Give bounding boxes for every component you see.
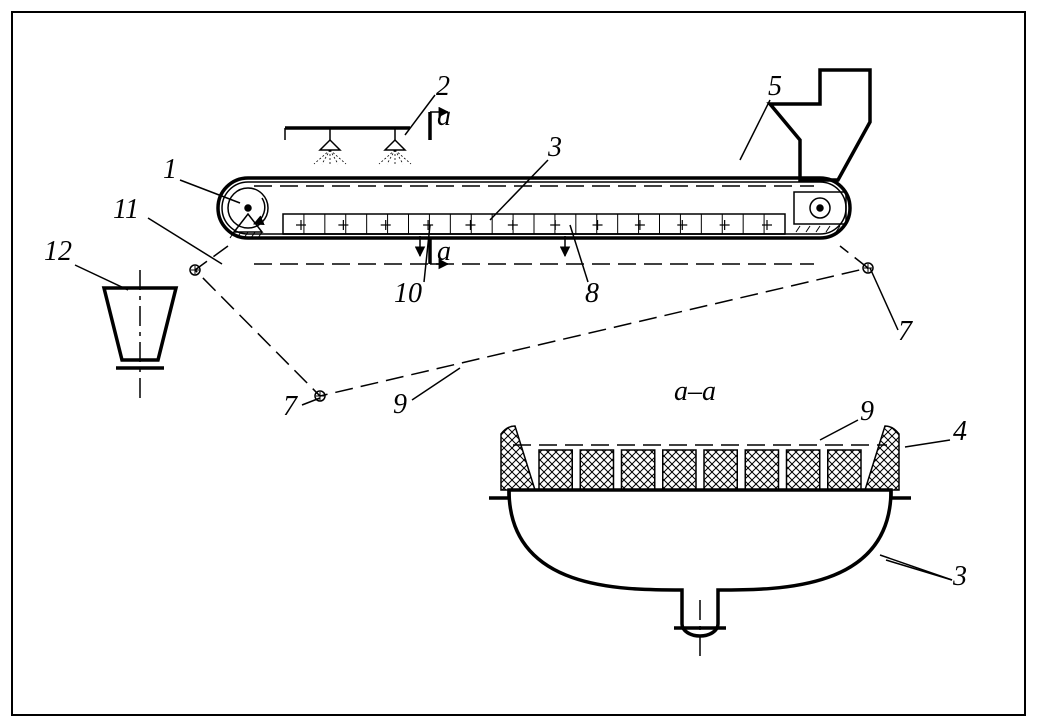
- leader-section-3: [886, 560, 952, 580]
- label-l12: 12: [44, 236, 72, 267]
- leader-l4: [905, 440, 950, 447]
- label-section-3: 3: [952, 561, 967, 592]
- label-l3: 3: [547, 132, 562, 163]
- filter-block: [787, 450, 820, 490]
- diagram-canvas: 1234577899101112aaa–a3: [0, 0, 1037, 727]
- label-l9b: 9: [860, 396, 874, 427]
- side-wall: [501, 426, 535, 490]
- leader-l7a: [870, 268, 898, 330]
- label-l10: 10: [394, 278, 422, 309]
- label-aUpper: a: [437, 101, 451, 132]
- side-wall: [865, 426, 899, 490]
- main-view: [104, 70, 873, 401]
- filter-block: [704, 450, 737, 490]
- label-l7b: 7: [283, 391, 298, 422]
- filter-block: [539, 450, 572, 490]
- filter-block: [828, 450, 861, 490]
- label-l2: 2: [436, 71, 450, 102]
- pan-flange: [489, 490, 911, 498]
- spray-nozzle: [320, 140, 340, 150]
- filter-block: [663, 450, 696, 490]
- leader-l9b: [820, 420, 858, 440]
- callout-labels: 1234577899101112aaa–a3: [44, 71, 967, 592]
- spray-nozzle: [385, 140, 405, 150]
- filter-block: [745, 450, 778, 490]
- label-aLower: a: [437, 236, 451, 267]
- leader-l3: [490, 160, 548, 220]
- label-l9a: 9: [393, 389, 407, 420]
- label-l8: 8: [585, 278, 599, 309]
- return-belt-path: [195, 246, 868, 396]
- section-view: [489, 426, 911, 660]
- filter-block: [580, 450, 613, 490]
- frame: [12, 12, 1025, 715]
- label-sectionTitle: a–a: [674, 376, 716, 407]
- leader-l11: [148, 218, 222, 264]
- filter-block: [622, 450, 655, 490]
- label-l7a: 7: [898, 316, 913, 347]
- leader-lines: [75, 95, 952, 580]
- left-roller-support: [234, 214, 262, 232]
- label-l11: 11: [113, 194, 139, 225]
- leader-l12: [75, 265, 128, 290]
- leader-l5: [740, 100, 770, 160]
- leader-l7b: [302, 398, 320, 405]
- label-l4: 4: [953, 416, 967, 447]
- label-l5: 5: [768, 71, 782, 102]
- label-l1: 1: [163, 154, 177, 185]
- feed-hopper: [770, 70, 870, 180]
